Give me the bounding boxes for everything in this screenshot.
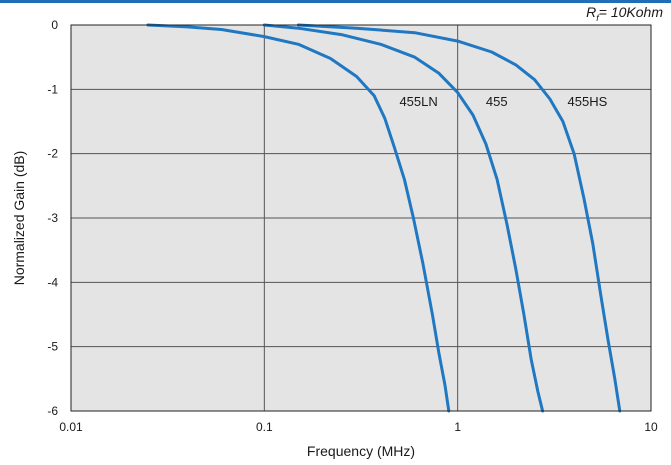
series-line-455hs	[296, 23, 622, 413]
series-label-455hs: 455HS	[568, 94, 608, 109]
x-tick-label: 0.01	[59, 420, 83, 434]
y-tick-label: 0	[51, 18, 58, 32]
condition-suffix: = 10Kohm	[598, 4, 663, 20]
condition-prefix: R	[586, 4, 597, 20]
series-lines	[146, 23, 622, 413]
tick-labels: 0.01 0.1 1 10 0 -1 -2 -3 -4 -5 -6	[47, 18, 658, 434]
y-tick-label: -5	[47, 340, 58, 354]
condition-subscript: f	[596, 12, 599, 23]
y-tick-label: -6	[47, 404, 58, 418]
series-line-455	[262, 23, 545, 413]
grid-lines	[71, 25, 651, 411]
series-labels: 455LN 455 455HS	[399, 94, 607, 109]
y-tick-label: -2	[47, 147, 58, 161]
y-tick-label: -3	[47, 211, 58, 225]
y-tick-label: -1	[47, 82, 58, 96]
header-rule	[0, 0, 671, 3]
series-line-455ln	[146, 23, 451, 413]
y-tick-label: -4	[47, 275, 58, 289]
x-tick-label: 1	[454, 420, 461, 434]
condition-label: Rf= 10Kohm	[586, 4, 663, 23]
series-label-455ln: 455LN	[399, 94, 437, 109]
x-tick-label: 0.1	[256, 420, 273, 434]
y-axis-title: Normalized Gain (dB)	[11, 151, 27, 286]
plot-border	[70, 24, 652, 412]
x-tick-label: 10	[644, 420, 658, 434]
x-axis-title: Frequency (MHz)	[307, 443, 415, 459]
series-label-455: 455	[486, 94, 508, 109]
